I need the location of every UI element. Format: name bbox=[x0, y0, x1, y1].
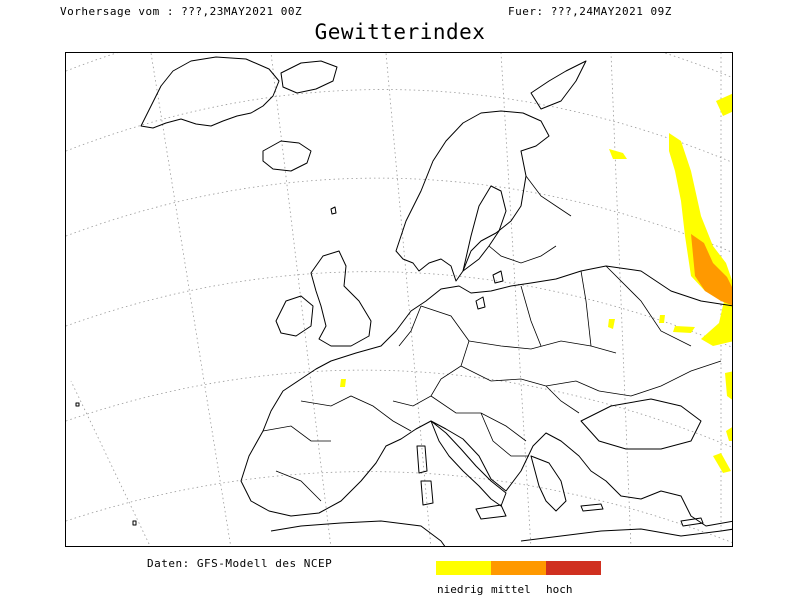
greenland-coast bbox=[140, 56, 280, 129]
coastlines bbox=[75, 56, 732, 546]
legend-swatch-medium bbox=[491, 561, 546, 575]
map-title: Gewitterindex bbox=[314, 20, 486, 44]
legend-swatch-high bbox=[546, 561, 601, 575]
italy-coast bbox=[430, 420, 507, 507]
legend: niedrig mittel hoch bbox=[436, 561, 601, 596]
valid-time-label: Fuer: ???,24MAY2021 09Z bbox=[508, 5, 672, 18]
graticule bbox=[66, 53, 732, 546]
greece-coast bbox=[530, 455, 567, 512]
legend-label-high: hoch bbox=[546, 583, 573, 596]
map-panel bbox=[65, 52, 733, 547]
north-africa-coast bbox=[270, 520, 446, 546]
europe-map bbox=[66, 53, 732, 546]
scandinavia-coast bbox=[395, 110, 550, 282]
legend-swatch-low bbox=[436, 561, 491, 575]
legend-label-low: niedrig bbox=[437, 583, 484, 596]
gulf-of-bothnia bbox=[462, 185, 507, 272]
data-source-credit: Daten: GFS-Modell des NCEP bbox=[147, 557, 333, 570]
black-sea-coast bbox=[580, 398, 702, 450]
arctic-islands-coast bbox=[530, 60, 587, 110]
storm-index-low bbox=[340, 93, 732, 473]
storm-index-medium bbox=[691, 234, 732, 306]
legend-label-medium: mittel bbox=[491, 583, 531, 596]
iceland-coast bbox=[262, 140, 312, 172]
ireland-coast bbox=[275, 295, 314, 337]
continent-coast bbox=[240, 265, 732, 527]
svalbard-coast bbox=[280, 60, 338, 94]
national-borders bbox=[262, 175, 722, 502]
forecast-run-label: Vorhersage vom : ???,23MAY2021 00Z bbox=[60, 5, 303, 18]
great-britain-coast bbox=[310, 250, 372, 347]
